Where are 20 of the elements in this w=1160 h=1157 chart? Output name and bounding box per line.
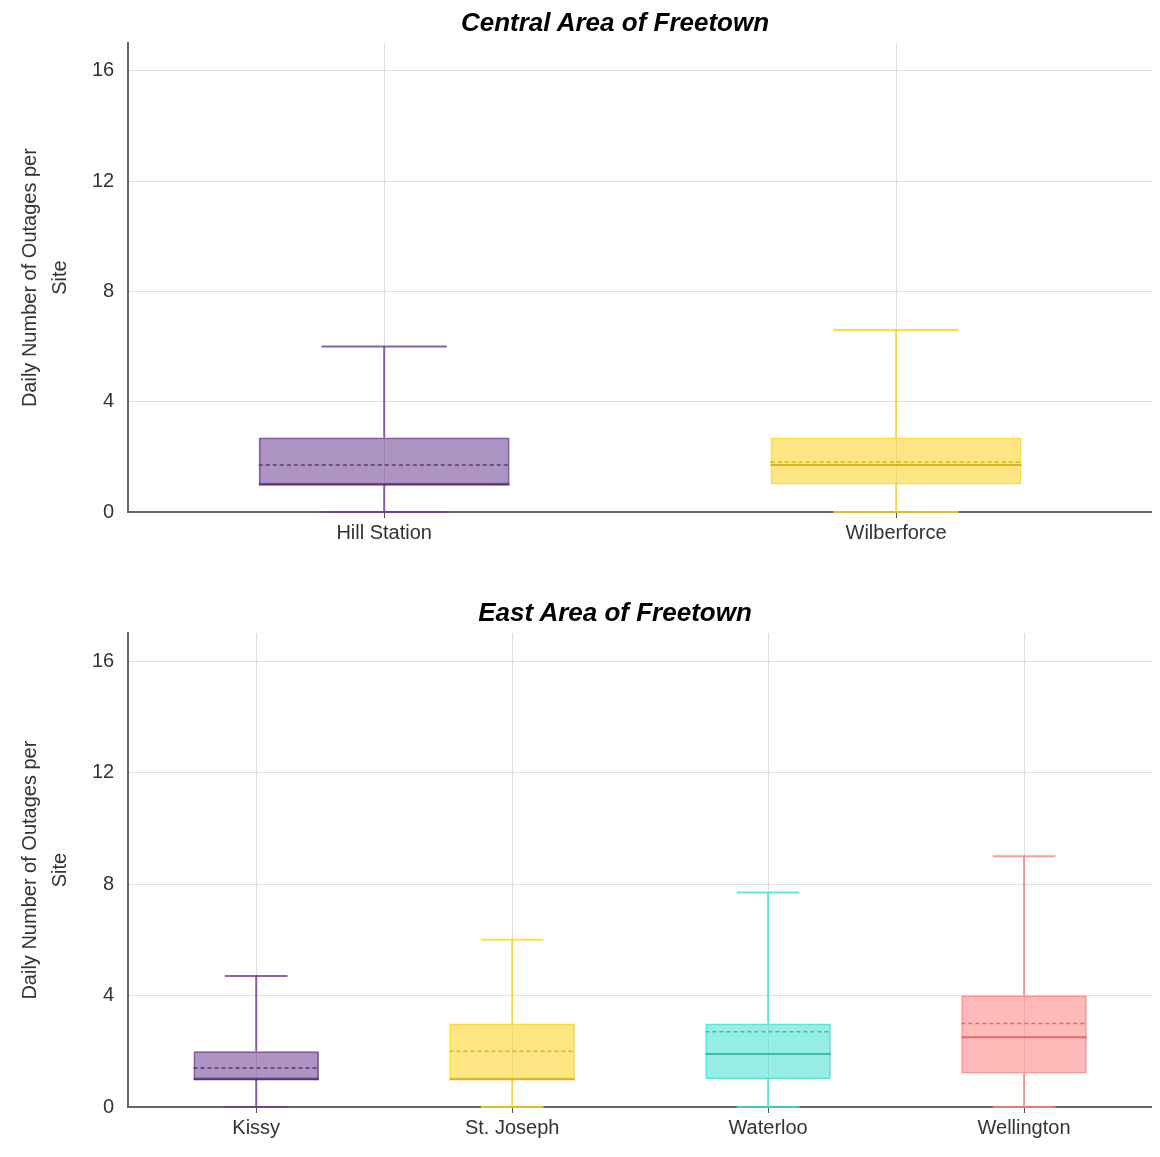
x-tick-label: St. Joseph bbox=[464, 1115, 560, 1138]
y-tick-label: 16 bbox=[92, 648, 115, 671]
y-tick-label: 12 bbox=[92, 760, 115, 783]
y-axis-title: Daily Number of Outages per Site bbox=[17, 147, 70, 408]
y-axis-title: Daily Number of Outages per Site bbox=[17, 740, 70, 1000]
y-tick-label: 4 bbox=[103, 389, 115, 412]
x-tick-label: Hill Station bbox=[336, 520, 432, 543]
y-tick-label: 12 bbox=[92, 168, 115, 191]
chart-title: Central Area of Freetown bbox=[460, 6, 770, 37]
y-tick-label: 8 bbox=[103, 871, 115, 894]
x-tick-label: Waterloo bbox=[728, 1115, 808, 1138]
y-tick-label: 4 bbox=[103, 983, 115, 1006]
chart-title: East Area of Freetown bbox=[478, 596, 752, 627]
y-tick-label: 16 bbox=[92, 58, 115, 81]
y-tick-label: 8 bbox=[103, 278, 115, 301]
y-tick-label: 0 bbox=[103, 1094, 115, 1117]
x-tick-label: Wellington bbox=[977, 1115, 1071, 1138]
x-tick-label: Wilberforce bbox=[845, 520, 947, 543]
x-tick-label: Kissy bbox=[232, 1115, 281, 1138]
y-tick-label: 0 bbox=[103, 499, 115, 522]
